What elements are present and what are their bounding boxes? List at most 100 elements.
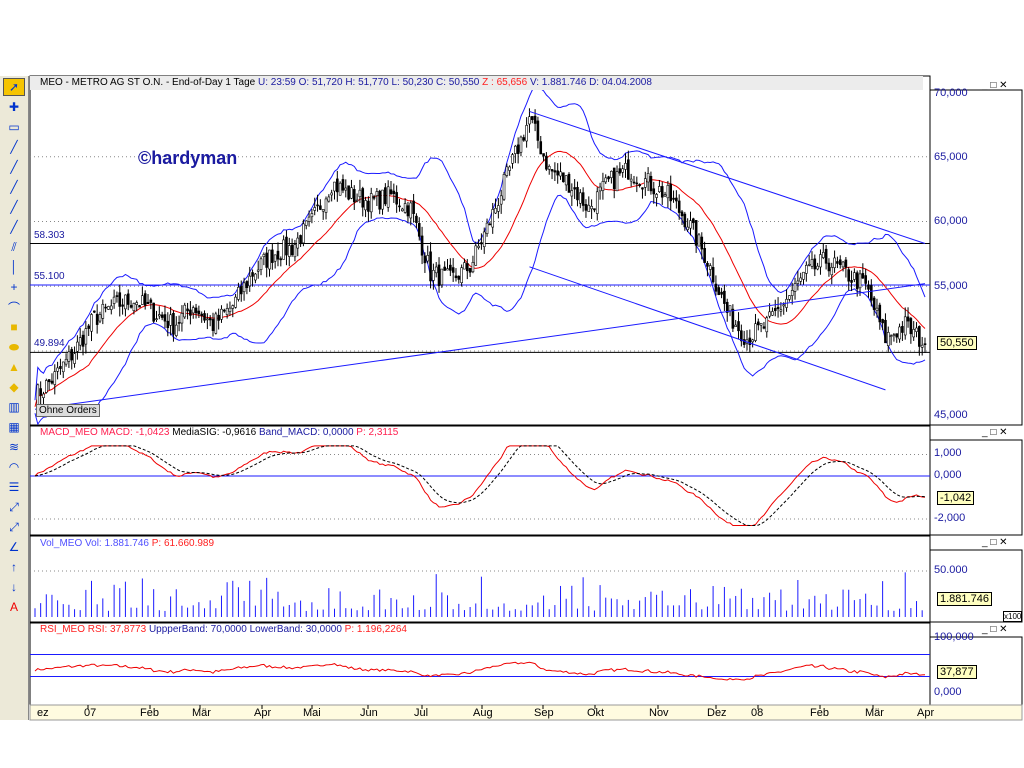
- time-axis: [29, 704, 1023, 721]
- candle-body: [191, 307, 195, 314]
- candle-body: [290, 244, 294, 256]
- candle-body: [293, 244, 297, 258]
- candle-body: [915, 327, 918, 332]
- line3-tool-icon[interactable]: ╱: [10, 180, 18, 194]
- candle-body: [567, 173, 571, 193]
- candle-body: [282, 239, 285, 260]
- line5-tool-icon[interactable]: ╱: [10, 220, 18, 234]
- candle-body: [579, 192, 582, 204]
- candle-body: [273, 254, 277, 262]
- candle-body: [788, 295, 791, 300]
- candle-body: [454, 275, 458, 279]
- candle-body: [228, 307, 232, 312]
- candle-body: [457, 275, 461, 280]
- candle-body: [522, 137, 526, 141]
- candle-body: [166, 320, 170, 329]
- candle-body: [731, 308, 735, 329]
- list-tool-icon[interactable]: ☰: [8, 480, 20, 494]
- candle-body: [581, 192, 585, 206]
- candle-body: [918, 326, 921, 347]
- candle-body: [143, 293, 147, 306]
- channel-tool-icon[interactable]: ⫽: [11, 239, 17, 254]
- rsi-window-buttons[interactable]: _ □ ✕: [982, 624, 1008, 635]
- candle-body: [324, 198, 328, 213]
- crosshair-tool-icon[interactable]: ✚: [8, 100, 20, 114]
- line4-tool-icon[interactable]: ╱: [10, 200, 18, 214]
- triangle-tool-icon[interactable]: ▲: [8, 360, 20, 374]
- bollinger-lower: [34, 194, 926, 426]
- diamond-tool-icon[interactable]: ◆: [9, 380, 19, 394]
- trend-b-tool-icon[interactable]: ⤢: [9, 519, 19, 534]
- candle-body: [889, 335, 893, 338]
- candle-body: [412, 200, 415, 214]
- upper-band-value: UppperBand: 70,0000: [148, 624, 247, 635]
- candle-body: [779, 309, 783, 312]
- candle-body: [98, 314, 102, 322]
- cross-tool-icon[interactable]: +: [10, 280, 18, 294]
- candle-body: [666, 185, 670, 199]
- candle-body: [816, 265, 819, 270]
- candle-body: [465, 263, 469, 272]
- candle-body: [124, 294, 127, 310]
- rsi-line: [34, 661, 926, 681]
- curve-tool-icon[interactable]: ⌒: [7, 300, 20, 315]
- candle-body: [771, 311, 774, 316]
- candle-body: [757, 321, 760, 326]
- candle-body: [875, 307, 879, 311]
- hline-tool-icon[interactable]: │: [10, 260, 18, 274]
- level-label: 58.303: [34, 230, 65, 241]
- candle-body: [135, 302, 139, 305]
- candle-body: [76, 341, 79, 352]
- angle-tool-icon[interactable]: ∠: [8, 540, 20, 554]
- axis-frame: [929, 549, 1023, 623]
- fib-tool-icon[interactable]: ≋: [8, 440, 20, 454]
- candle-body: [225, 308, 229, 315]
- candle-body: [197, 310, 201, 315]
- candle-body: [838, 259, 842, 265]
- square-tool-icon[interactable]: ■: [10, 320, 18, 334]
- orders-label[interactable]: Ohne Orders: [36, 404, 100, 417]
- text-tool-icon[interactable]: A: [9, 600, 18, 614]
- month-label: Apr: [254, 707, 272, 719]
- panel-frame: [29, 425, 931, 536]
- candle-body: [217, 314, 220, 321]
- macd-signal-line: [34, 445, 926, 526]
- candle-body: [545, 155, 548, 170]
- arrow-up-tool-icon[interactable]: ↑: [11, 560, 17, 574]
- arc-tool-icon[interactable]: ◠: [8, 460, 20, 474]
- candle-body: [251, 272, 254, 277]
- candle-body: [587, 204, 591, 212]
- macd-badge: -1,042: [937, 491, 975, 505]
- candle-body: [725, 301, 729, 313]
- candle-body: [584, 204, 588, 211]
- candle-body: [401, 208, 404, 212]
- candle-body: [126, 293, 130, 305]
- line-tool-icon[interactable]: ╱: [10, 140, 18, 154]
- candle-body: [898, 326, 901, 340]
- candle-body: [87, 325, 90, 329]
- macd-window-buttons[interactable]: _ □ ✕: [982, 427, 1008, 438]
- vol-window-buttons[interactable]: _ □ ✕: [982, 537, 1008, 548]
- candle-body: [321, 209, 325, 212]
- ellipse-tool-icon[interactable]: ⬬: [8, 339, 20, 354]
- trend-a-tool-icon[interactable]: ⤢: [9, 499, 19, 514]
- candle-body: [711, 267, 715, 283]
- price-window-buttons[interactable]: _ □ ✕: [982, 80, 1008, 91]
- candle-body: [895, 333, 899, 338]
- grid1-tool-icon[interactable]: ▥: [8, 400, 20, 414]
- rsi-title: RSI_MEO: [40, 624, 86, 635]
- candle-body: [903, 316, 907, 336]
- cursor-tool-icon[interactable]: ➚: [3, 78, 25, 96]
- candle-body: [576, 187, 579, 201]
- candle-body: [183, 304, 187, 318]
- grid2-tool-icon[interactable]: ▦: [8, 420, 20, 434]
- line2-tool-icon[interactable]: ╱: [10, 160, 18, 174]
- month-label: Feb: [140, 707, 159, 719]
- candle-body: [109, 305, 113, 310]
- vol-title: Vol_MEO: [40, 538, 83, 549]
- candle-body: [570, 190, 574, 197]
- candle-body: [850, 280, 853, 283]
- arrow-down-tool-icon[interactable]: ↓: [11, 580, 17, 594]
- rect-tool-icon[interactable]: ▭: [8, 120, 20, 134]
